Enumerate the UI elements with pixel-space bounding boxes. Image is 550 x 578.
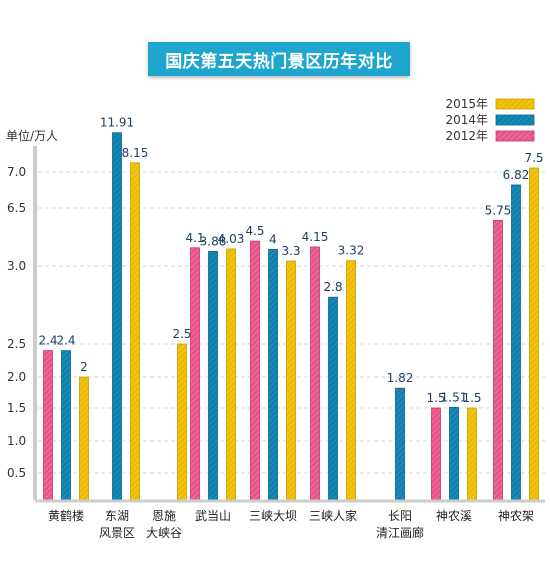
data-label: 4.5 <box>245 224 264 238</box>
data-label: 2 <box>80 360 88 374</box>
data-label: 5.75 <box>485 203 512 217</box>
bar-2014-0 <box>61 350 71 501</box>
y-tick-label: 1.5 <box>7 401 26 415</box>
data-labels: 2.4 4.1 4.5 4.15 1.5 5.75 2.4 11.91 3.88 4 2.8 1.82… <box>38 116 543 405</box>
bar-2012-7 <box>431 407 441 501</box>
x-tick-label: 清江画廊 <box>376 525 424 540</box>
legend: 2015年 2014年 2012年 <box>445 97 535 143</box>
data-label: 3.88 <box>200 234 227 248</box>
bar-2014-8 <box>511 184 521 501</box>
legend-label: 2012年 <box>445 129 488 143</box>
y-tick-label: 7.0 <box>7 165 26 179</box>
x-tick-label: 三峡人家 <box>309 508 357 523</box>
bar-2014-7 <box>449 406 459 501</box>
data-label: 3.3 <box>281 244 300 258</box>
data-label: 1.5 <box>426 391 445 405</box>
y-tick-label: 6.5 <box>7 201 26 215</box>
bar-2015-2 <box>177 343 187 501</box>
x-tick-label: 黄鹤楼 <box>48 508 84 523</box>
bar-2012-4 <box>250 240 260 501</box>
legend-swatch <box>495 130 535 142</box>
bars <box>43 132 539 501</box>
y-tick-label: 1.0 <box>7 434 26 448</box>
data-label: 8.15 <box>122 146 149 160</box>
x-tick-label: 大峡谷 <box>146 526 182 540</box>
x-tick-label: 武当山 <box>195 509 231 523</box>
bar-2015-8 <box>529 167 539 501</box>
y-tick-label: 0.5 <box>7 466 26 480</box>
data-label: 4.15 <box>302 230 329 244</box>
bar-2014-3 <box>208 251 218 501</box>
legend-label: 2014年 <box>445 113 488 127</box>
y-tick-label: 3.0 <box>7 259 26 273</box>
data-label: 4 <box>269 232 277 246</box>
legend-label: 2015年 <box>445 97 488 111</box>
legend-swatch <box>495 98 535 110</box>
x-tick-label: 神农架 <box>498 509 534 523</box>
chart-title: 国庆第五天热门景区历年对比 <box>148 42 410 76</box>
bar-2015-3 <box>226 248 236 501</box>
data-label: 4.1 <box>185 231 204 245</box>
bar-2014-4 <box>268 249 278 501</box>
x-tick-label: 东湖 <box>105 508 129 523</box>
bar-2014-1 <box>112 132 122 501</box>
bar-2012-0 <box>43 350 53 501</box>
data-label: 4.03 <box>218 232 245 246</box>
legend-swatch <box>495 114 535 126</box>
y-tick-labels: 0.5 1.0 1.5 2.0 2.5 3.0 6.5 7.0 <box>7 165 26 480</box>
x-tick-label: 长阳 <box>388 509 412 523</box>
y-tick-label: 2.5 <box>7 337 26 351</box>
bar-2015-1 <box>130 162 140 501</box>
bar-2015-4 <box>286 260 296 501</box>
bar-2012-8 <box>493 220 503 501</box>
bar-2012-3 <box>190 247 200 501</box>
data-label: 2.8 <box>323 280 342 294</box>
data-label: 3.32 <box>338 244 365 258</box>
data-label: 1.51 <box>441 390 468 404</box>
y-tick-label: 2.0 <box>7 370 26 384</box>
bar-2012-5 <box>310 246 320 501</box>
x-tick-label: 神农溪 <box>436 509 472 523</box>
x-tick-label: 风景区 <box>99 526 135 540</box>
x-tick-label: 恩施 <box>152 509 176 523</box>
data-label: 1.5 <box>462 391 481 405</box>
bar-2015-5 <box>346 260 356 501</box>
data-label: 2.5 <box>172 327 191 341</box>
data-label: 2.4 <box>56 334 75 348</box>
x-tick-label: 三峡大坝 <box>249 509 297 523</box>
data-label: 11.91 <box>100 116 134 130</box>
bar-2015-0 <box>79 376 89 501</box>
data-label: 7.5 <box>524 151 543 165</box>
data-label: 1.82 <box>387 371 414 385</box>
data-label: 6.82 <box>503 168 530 182</box>
bar-2015-7 <box>467 407 477 501</box>
y-axis-label: 单位/万人 <box>6 128 58 143</box>
bar-2014-6 <box>395 387 405 501</box>
data-label: 2.4 <box>38 334 57 348</box>
bar-2014-5 <box>328 296 338 501</box>
